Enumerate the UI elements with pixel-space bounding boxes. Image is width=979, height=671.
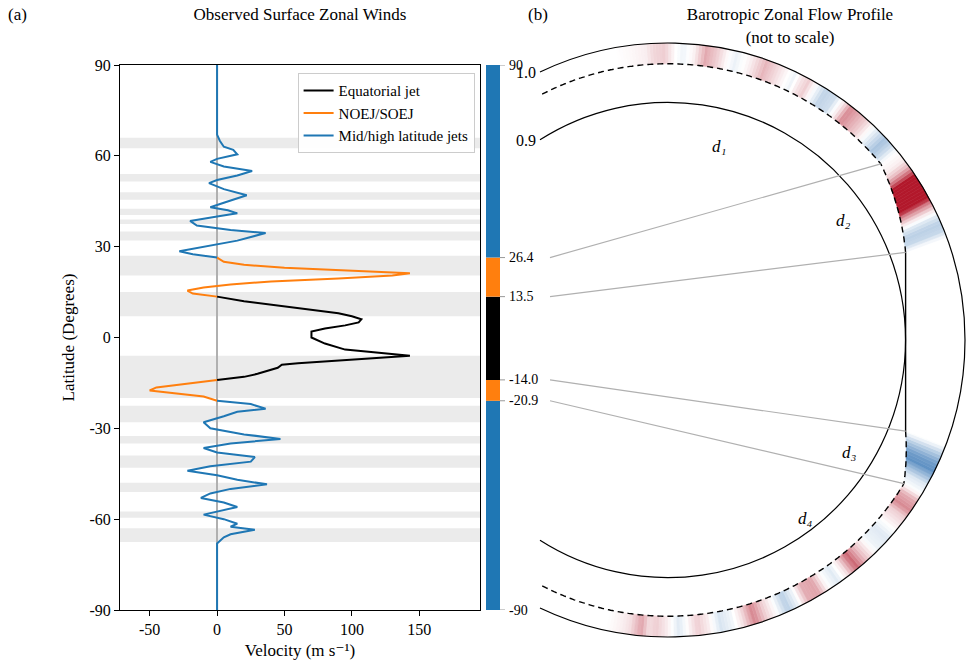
svg-text:0: 0 [213,621,221,638]
svg-text:0: 0 [103,329,111,346]
svg-text:100: 100 [340,621,364,638]
svg-text:d₂: d₂ [836,211,851,230]
svg-text:90: 90 [95,57,111,74]
svg-text:90: 90 [509,58,523,73]
svg-text:50: 50 [276,621,292,638]
svg-text:Velocity (m s⁻¹): Velocity (m s⁻¹) [245,641,355,660]
svg-text:-14.0: -14.0 [509,372,538,387]
svg-text:d₄: d₄ [798,509,813,528]
svg-text:-90: -90 [509,603,528,618]
svg-text:(not to scale): (not to scale) [746,28,835,47]
svg-text:Latitude (Degrees): Latitude (Degrees) [59,274,78,402]
svg-text:-60: -60 [89,511,110,528]
svg-text:13.5: 13.5 [509,289,534,304]
svg-text:d₃: d₃ [842,443,857,462]
svg-text:60: 60 [95,147,111,164]
svg-text:(a): (a) [8,5,27,24]
svg-text:-20.9: -20.9 [509,393,538,408]
svg-text:Observed Surface Zonal Winds: Observed Surface Zonal Winds [194,5,407,24]
svg-text:30: 30 [95,238,111,255]
svg-text:Mid/high latitude jets: Mid/high latitude jets [339,128,468,144]
svg-text:d₁: d₁ [712,137,726,156]
svg-text:150: 150 [407,621,431,638]
svg-text:-30: -30 [89,420,110,437]
svg-text:26.4: 26.4 [509,250,534,265]
svg-text:Equatorial jet: Equatorial jet [339,83,421,99]
svg-text:Barotropic Zonal Flow Profile: Barotropic Zonal Flow Profile [687,5,893,24]
svg-text:-90: -90 [89,602,110,619]
svg-text:0.9: 0.9 [516,132,536,149]
svg-text:(b): (b) [528,5,548,24]
svg-text:-50: -50 [139,621,160,638]
svg-text:NOEJ/SOEJ: NOEJ/SOEJ [339,106,414,122]
svg-text:1.0: 1.0 [516,64,536,81]
